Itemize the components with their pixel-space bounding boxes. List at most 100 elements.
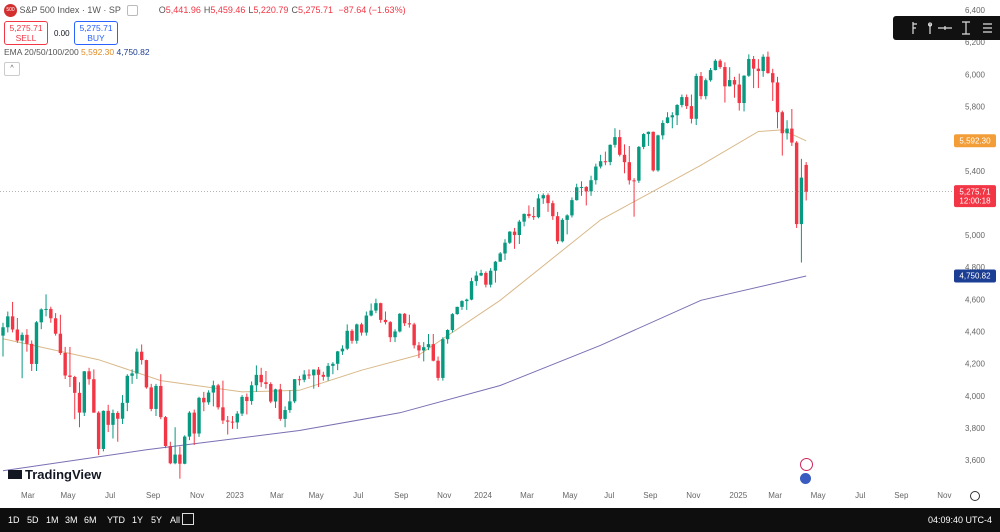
calendar-button[interactable] — [182, 513, 194, 525]
symbol-row: 500 S&P 500 Index · 1W · SP O5,441.96 H5,… — [4, 4, 406, 17]
candle-body — [154, 385, 158, 409]
range-button[interactable]: 1D — [8, 515, 20, 525]
price-tag-label: 5,592.30 — [959, 136, 991, 145]
x-tick-label: Jul — [105, 491, 115, 500]
candle-body — [350, 330, 354, 341]
candle-body — [646, 131, 651, 135]
candle-body — [378, 303, 383, 320]
countdown: 12:00:18 — [959, 196, 991, 205]
y-tick-label: 4,200 — [965, 360, 986, 369]
collapse-button[interactable]: ^ — [4, 62, 20, 76]
candle-body — [355, 324, 359, 341]
candle-body — [116, 412, 120, 419]
candle-body — [445, 330, 450, 340]
range-button[interactable]: 1M — [46, 515, 59, 525]
indicator-legend: EMA 20/50/100/200 5,592.30 4,750.82 — [4, 47, 150, 57]
x-tick-label: May — [562, 491, 577, 500]
candle-body — [508, 231, 512, 243]
x-tick-label: Mar — [21, 491, 35, 500]
ohlc-value: 5,275.71 — [297, 4, 333, 15]
sell-label: SELL — [15, 33, 37, 43]
candle-body — [259, 374, 263, 383]
event-icon[interactable] — [800, 473, 811, 484]
candle-body — [29, 343, 34, 364]
candle-body — [1, 327, 5, 336]
x-tick-label: Nov — [686, 491, 700, 500]
candle-body — [465, 299, 469, 302]
candle-body — [278, 389, 282, 419]
candle-body — [226, 420, 230, 422]
candle-body — [594, 166, 598, 181]
candle-body — [283, 410, 287, 419]
x-tick-label: Sep — [394, 491, 409, 500]
candle-body — [254, 374, 259, 386]
candle-body — [560, 219, 565, 242]
candle-body — [704, 80, 708, 97]
range-button[interactable]: 3M — [65, 515, 78, 525]
y-tick-label: 5,000 — [965, 231, 986, 240]
sell-button[interactable]: 5,275.71 SELL — [4, 21, 48, 45]
candle-body — [230, 421, 235, 423]
range-button[interactable]: All — [170, 515, 181, 525]
range-button[interactable]: 1Y — [132, 515, 144, 525]
candle-body — [44, 308, 48, 310]
candle-body — [689, 106, 694, 119]
candle-body — [441, 339, 445, 378]
candle-body — [455, 306, 459, 315]
candle-body — [6, 316, 10, 328]
candle-body — [785, 128, 789, 134]
candle-body — [622, 154, 627, 163]
candle-body — [206, 392, 211, 403]
x-tick-label: May — [309, 491, 324, 500]
ohlc-value: 5,220.79 — [253, 4, 289, 15]
candle-body — [627, 162, 631, 181]
candle-body — [273, 389, 278, 402]
candle-body — [168, 446, 173, 464]
watch-button[interactable] — [127, 5, 139, 16]
candle-body — [92, 379, 96, 413]
range-button[interactable]: 5D — [27, 515, 39, 525]
candle-body — [407, 323, 412, 325]
buy-button[interactable]: 5,275.71 BUY — [74, 21, 118, 45]
candle-body — [618, 137, 622, 155]
x-tick-label: Nov — [190, 491, 204, 500]
spread: 0.00 — [54, 29, 70, 38]
drawing-toolbar[interactable] — [893, 16, 1000, 40]
settings-button[interactable] — [970, 491, 980, 501]
candle-body — [58, 333, 63, 353]
candle-body — [211, 385, 216, 393]
candle-body — [684, 97, 689, 107]
icon — [928, 22, 933, 34]
candle-body — [766, 56, 770, 74]
ohlc-key: C — [291, 4, 298, 15]
candle-body — [527, 213, 531, 217]
ohlc-value: 5,459.46 — [210, 4, 246, 15]
candle-body — [10, 316, 15, 330]
candle-body — [498, 253, 502, 262]
range-button[interactable]: 5Y — [151, 515, 163, 525]
candle-body — [302, 374, 306, 380]
x-tick-label: Mar — [768, 491, 782, 500]
candle-body — [479, 272, 483, 276]
candle-body — [159, 385, 163, 418]
candle-body — [460, 301, 464, 307]
candle-body — [641, 134, 646, 147]
range-button[interactable]: YTD — [107, 515, 125, 525]
candle-body — [15, 329, 20, 341]
candle-body — [49, 308, 53, 319]
y-tick-label: 4,400 — [965, 328, 986, 337]
candle-body — [503, 242, 507, 254]
range-button[interactable]: 6M — [84, 515, 97, 525]
candle-body — [197, 397, 201, 434]
candle-body — [412, 324, 416, 346]
event-icon[interactable] — [800, 458, 813, 471]
candle-body — [96, 412, 101, 449]
candle-body — [589, 180, 593, 192]
candle-body — [436, 360, 440, 378]
candle-body — [111, 412, 115, 425]
bottom-bar: 1D 5D 1M 3M 6M YTD 1Y 5Y All 04:09:40 UTC-4 — [0, 508, 1000, 532]
candle-body — [106, 410, 110, 425]
candle-body — [364, 315, 369, 333]
candle-body — [546, 195, 550, 204]
candle-body — [149, 387, 153, 409]
